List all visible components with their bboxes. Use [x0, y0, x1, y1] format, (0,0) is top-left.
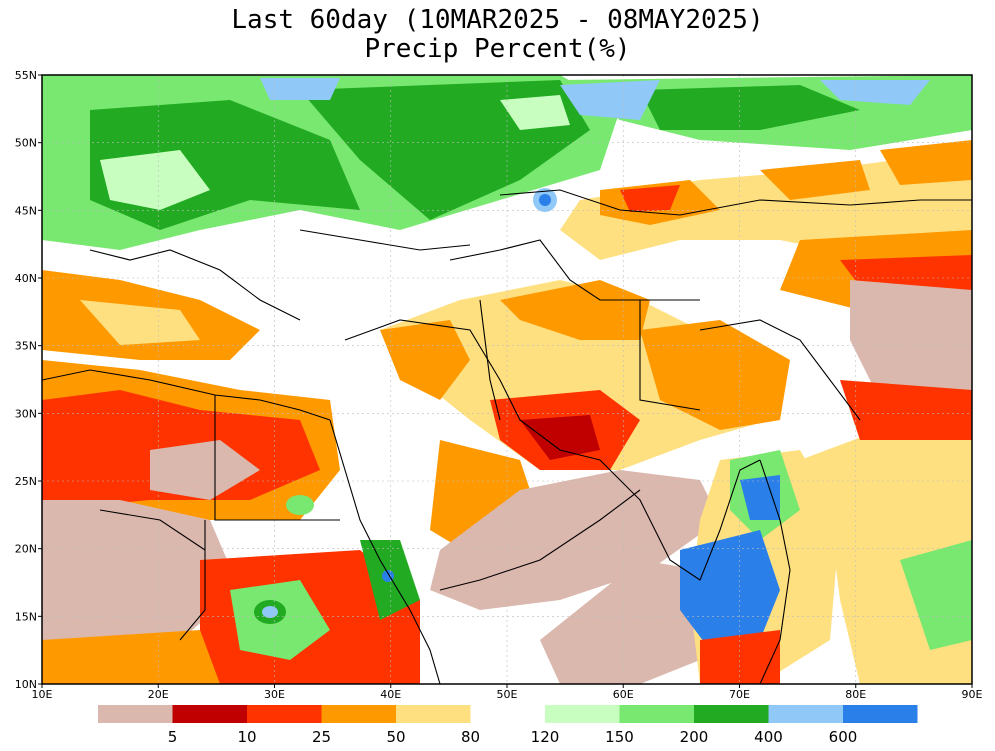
- legend-swatch: [768, 705, 843, 723]
- legend-swatch: [247, 705, 322, 723]
- legend-swatch: [172, 705, 247, 723]
- lon-tick-label: 60E: [613, 688, 634, 701]
- lat-tick-label: 30N: [15, 407, 37, 420]
- lon-tick-label: 80E: [845, 688, 866, 701]
- legend-label: 400: [754, 728, 783, 746]
- chart-title: Last 60day (10MAR2025 - 08MAY2025): [231, 5, 764, 35]
- legend-swatch: [843, 705, 918, 723]
- legend-label: 25: [312, 728, 331, 746]
- lat-tick-label: 55N: [15, 69, 37, 82]
- lat-tick-label: 15N: [15, 610, 37, 623]
- legend-label: 150: [605, 728, 634, 746]
- legend-label: 200: [680, 728, 709, 746]
- lat-tick-label: 50N: [15, 137, 37, 150]
- lat-tick-label: 10N: [15, 678, 37, 691]
- lon-tick-label: 70E: [729, 688, 750, 701]
- legend-swatch: [619, 705, 694, 723]
- lat-tick-label: 20N: [15, 543, 37, 556]
- lon-tick-label: 20E: [148, 688, 169, 701]
- longitude-labels: 10E 20E 30E 40E 50E 60E 70E 80E 90E: [32, 684, 983, 701]
- legend-label: 80: [461, 728, 480, 746]
- lon-tick-label: 10E: [32, 688, 53, 701]
- latitude-labels: 55N 50N 45N 40N 35N 30N 25N 20N 15N 10N: [15, 69, 42, 691]
- map-grid: [42, 75, 972, 684]
- legend-swatch: [321, 705, 396, 723]
- lat-tick-label: 25N: [15, 475, 37, 488]
- country-borders: [42, 189, 972, 684]
- legend-swatch: [694, 705, 769, 723]
- lat-tick-label: 45N: [15, 204, 37, 217]
- legend-swatch: [545, 705, 620, 723]
- lat-tick-label: 35N: [15, 340, 37, 353]
- legend-swatch: [396, 705, 471, 723]
- lon-tick-label: 30E: [264, 688, 285, 701]
- legend-label: 50: [386, 728, 405, 746]
- lat-tick-label: 40N: [15, 272, 37, 285]
- precip-field: [42, 75, 972, 684]
- legend-label: 120: [531, 728, 560, 746]
- legend-label: 5: [168, 728, 178, 746]
- lon-tick-label: 90E: [962, 688, 983, 701]
- lon-tick-label: 50E: [497, 688, 518, 701]
- legend-label: 10: [237, 728, 256, 746]
- lon-tick-label: 40E: [380, 688, 401, 701]
- color-legend: 5 10 25 50 80 120 150 200 400 600: [98, 705, 918, 746]
- chart-subtitle: Precip Percent(%): [364, 34, 631, 64]
- legend-swatch: [98, 705, 173, 723]
- legend-label: 600: [829, 728, 858, 746]
